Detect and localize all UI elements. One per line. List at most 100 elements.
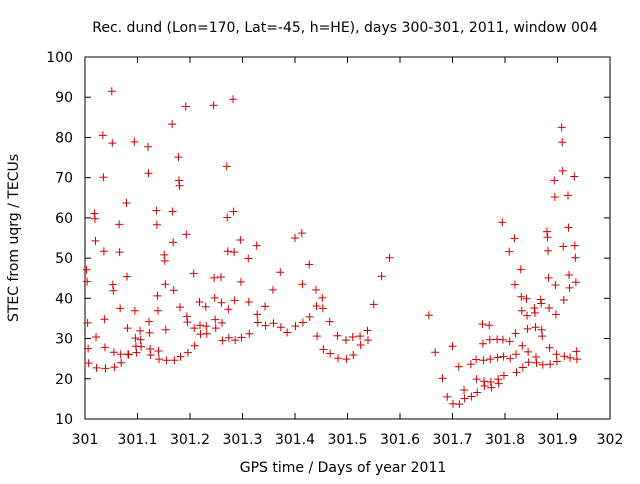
data-point (245, 329, 254, 338)
data-point (101, 364, 110, 373)
data-point (510, 280, 519, 289)
data-point (291, 322, 300, 331)
data-point (182, 312, 191, 321)
data-point (92, 332, 101, 341)
data-point (512, 368, 521, 377)
data-point (557, 123, 566, 132)
data-point (190, 324, 199, 333)
data-point (298, 318, 307, 327)
data-point (531, 353, 540, 362)
data-point (90, 209, 99, 218)
data-point (253, 310, 262, 319)
data-point (532, 358, 541, 367)
data-point (536, 295, 545, 304)
data-point (162, 356, 171, 365)
data-point (546, 360, 555, 369)
data-point (486, 377, 495, 386)
data-point (168, 120, 177, 129)
data-point (269, 319, 278, 328)
data-point (229, 95, 238, 104)
data-point (460, 394, 469, 403)
data-point (210, 293, 219, 302)
data-point (145, 317, 154, 326)
data-point (231, 336, 240, 345)
data-point (168, 207, 177, 216)
data-point (517, 292, 526, 301)
data-point (122, 199, 131, 208)
data-point (312, 301, 321, 310)
data-point (571, 253, 580, 262)
data-point (229, 207, 238, 216)
data-point (209, 101, 218, 110)
data-point (466, 360, 475, 369)
data-point (518, 341, 527, 350)
plot-frame (84, 56, 611, 420)
y-tick-label: 50 (55, 251, 73, 267)
y-tick-label: 80 (55, 130, 73, 146)
data-point (487, 383, 496, 392)
data-point (160, 250, 169, 259)
data-point (516, 265, 525, 274)
data-point (564, 223, 573, 232)
data-point (369, 300, 378, 309)
data-point (161, 280, 170, 289)
x-tick-label: 302 (597, 432, 624, 448)
data-point (558, 138, 567, 147)
data-point (342, 355, 351, 364)
data-point (153, 291, 162, 300)
data-point (160, 256, 169, 265)
data-point (305, 312, 314, 321)
data-point (230, 248, 239, 257)
data-point (572, 355, 581, 364)
y-tick-label: 60 (55, 211, 73, 227)
data-point (559, 295, 568, 304)
data-point (313, 332, 322, 341)
data-point (517, 306, 526, 315)
data-point (559, 242, 568, 251)
data-point (201, 302, 210, 311)
data-point (90, 214, 99, 223)
data-point (175, 181, 184, 190)
data-point (564, 191, 572, 200)
data-point (318, 304, 327, 313)
data-point (523, 311, 532, 320)
data-point (146, 351, 155, 360)
data-point (523, 324, 532, 333)
data-point (438, 374, 447, 383)
data-point (123, 324, 132, 333)
data-point (189, 269, 198, 278)
data-point (146, 345, 155, 354)
data-point (92, 363, 101, 372)
data-point (202, 322, 211, 331)
data-point (137, 342, 146, 351)
data-point (161, 325, 170, 334)
data-point (385, 253, 394, 262)
data-point (499, 352, 508, 361)
data-point (223, 247, 232, 256)
data-point (478, 320, 487, 329)
data-point (377, 272, 386, 281)
data-point (109, 286, 118, 295)
data-point (100, 315, 109, 324)
data-point (236, 277, 245, 286)
data-point (319, 345, 328, 354)
data-point (551, 281, 560, 290)
data-point (505, 247, 514, 256)
data-point (116, 304, 125, 313)
data-point (572, 347, 581, 356)
data-point (363, 326, 372, 335)
x-tick-label: 301.9 (537, 432, 577, 448)
data-point (236, 236, 245, 245)
data-point (217, 298, 226, 307)
x-tick-label: 301.8 (485, 432, 525, 448)
data-point (108, 139, 117, 148)
data-point (195, 321, 204, 330)
data-point (543, 227, 551, 236)
data-point (443, 392, 452, 401)
data-point (100, 343, 109, 352)
y-tick-label: 100 (46, 50, 73, 66)
data-point (349, 351, 358, 360)
data-point (91, 236, 100, 245)
data-point (566, 353, 575, 362)
